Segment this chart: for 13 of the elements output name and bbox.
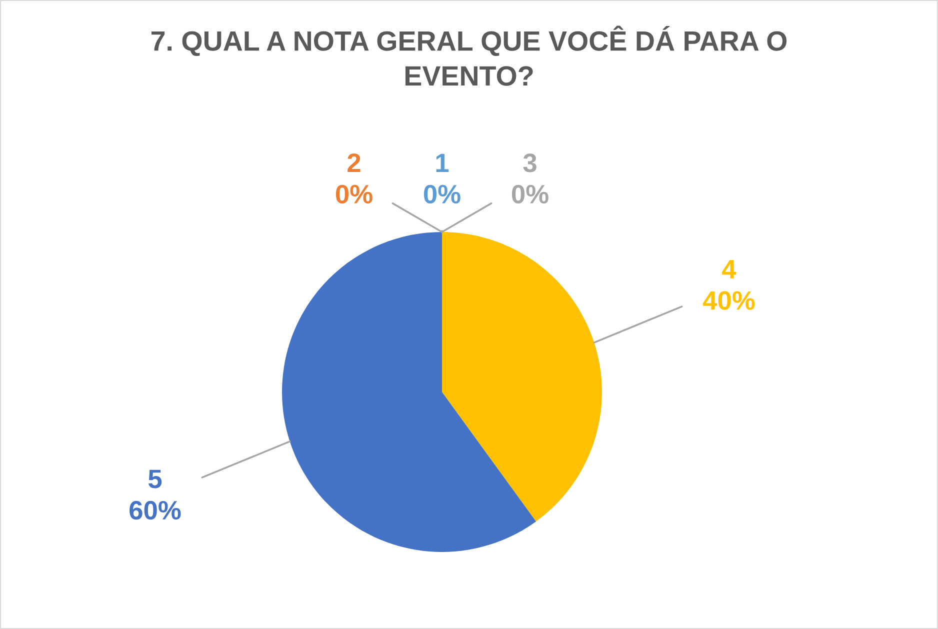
text: 0% [424,184,460,204]
category-label: 3 [523,154,536,172]
text: 0% [336,184,372,204]
data-label: 40% [702,291,755,310]
category-label: 1 [436,154,449,172]
category-label: 2 [348,154,360,172]
slice-label: 4 [722,260,736,278]
chart-title: 7. QUAL A NOTA GERAL QUE VOCÊ DÁ PARA O EVENTO? [151,26,787,86]
slice-label: 5 [148,470,162,488]
pie-slice [442,232,602,522]
data-label: 60% [130,500,181,520]
text: 0% [512,184,548,204]
pie-slice [282,232,536,552]
